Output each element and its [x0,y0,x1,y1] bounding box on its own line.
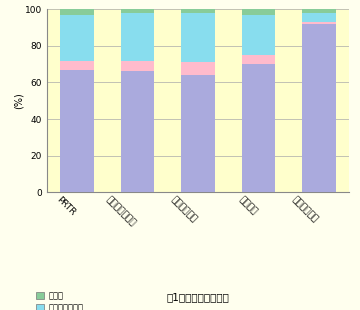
Text: 図1　口頭発表の評価: 図1 口頭発表の評価 [167,292,229,302]
Bar [302,24,336,192]
Bar [242,9,275,15]
Bar [181,62,215,75]
Bar [121,72,154,192]
Bar [121,60,154,72]
Bar [60,60,94,70]
Bar [302,22,336,24]
Bar [121,9,154,13]
Bar [60,70,94,192]
Bar [181,9,215,13]
Bar [60,15,94,60]
Y-axis label: (%): (%) [13,92,23,109]
Legend: その他, どちらでもない, 参考にならなかった, 参考になった: その他, どちらでもない, 参考にならなかった, 参考になった [36,291,93,310]
Bar [242,15,275,55]
Bar [242,55,275,64]
Bar [181,13,215,62]
Bar [302,9,336,13]
Bar [302,13,336,22]
Bar [242,64,275,192]
Bar [181,75,215,192]
Bar [60,9,94,15]
Bar [121,13,154,60]
